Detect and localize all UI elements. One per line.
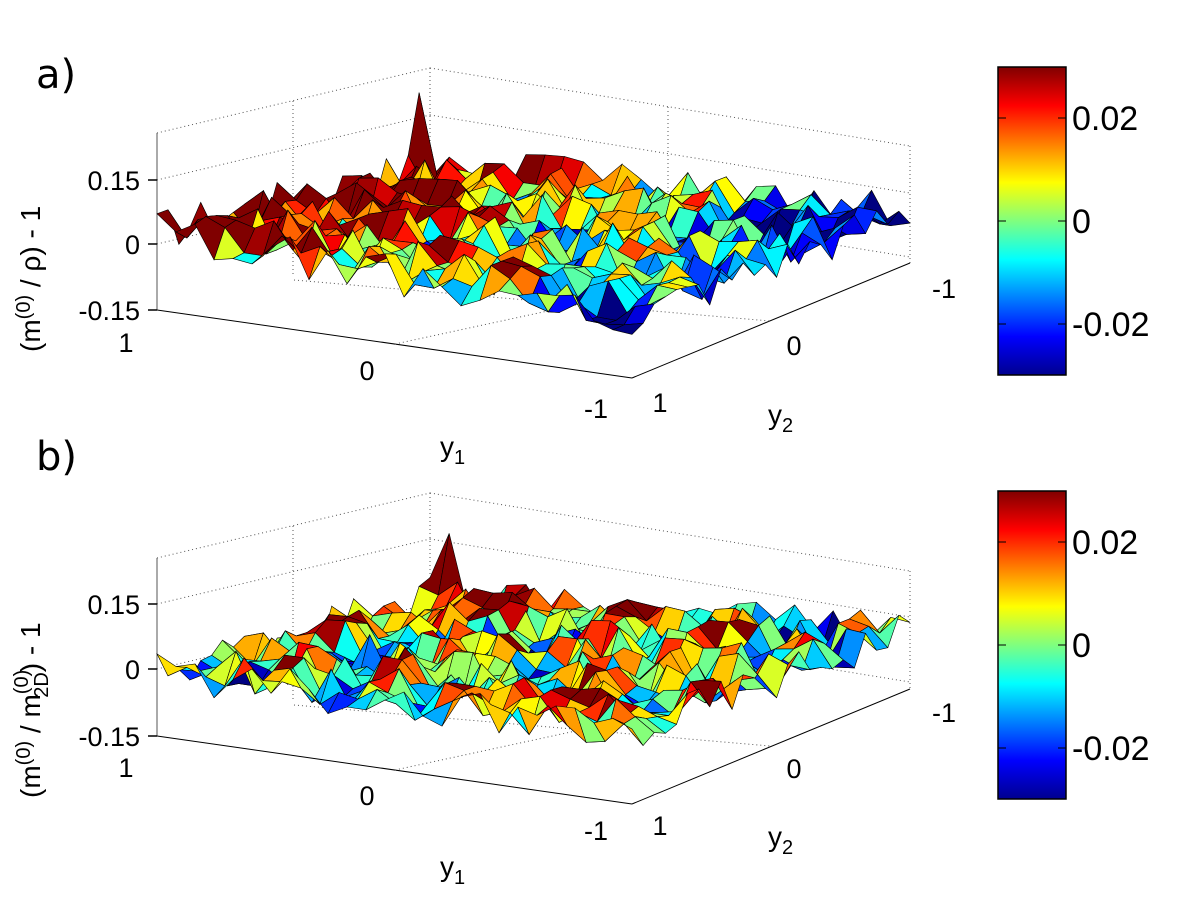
x-tick-label-a: -1 bbox=[584, 394, 608, 424]
colorbar-tick-label-a: 0.02 bbox=[1072, 100, 1138, 138]
y-axis-title-sub-a: 2 bbox=[782, 415, 793, 437]
z-axis-title-rest-a: / ρ) - 1 bbox=[15, 206, 46, 295]
floor-edge-b bbox=[156, 735, 633, 805]
y-axis-title-a: y2 bbox=[768, 399, 793, 437]
surface-mesh-a bbox=[156, 92, 911, 335]
x-axis-title-a: y1 bbox=[440, 431, 465, 469]
colorbar-tick-label-a: 0 bbox=[1072, 203, 1091, 241]
y-axis-title-main-b: y bbox=[768, 821, 782, 852]
z-tick-label-a: -0.15 bbox=[78, 296, 140, 326]
z-axis-title-a: (m(0) / ρ) - 1 bbox=[13, 206, 46, 352]
colorbar-a bbox=[997, 66, 1067, 376]
x-axis-title-main-b: y bbox=[440, 851, 454, 882]
x-tick-label-b: 0 bbox=[359, 781, 374, 811]
z-axis-title-sup-a: (0) bbox=[13, 295, 35, 319]
back-wall-edge-b bbox=[429, 492, 911, 572]
surface-facet-a bbox=[612, 322, 644, 335]
floor-edge-b bbox=[631, 688, 911, 805]
surface-facet-b bbox=[612, 718, 644, 746]
z-tick-label-a: 0.15 bbox=[87, 166, 140, 196]
z-tick-label-a: 0 bbox=[125, 230, 140, 260]
surface-mesh-b bbox=[156, 533, 911, 747]
z-axis-title-b: (m(0) / m(0)2D) - 1 bbox=[11, 622, 53, 798]
grid-line-b bbox=[156, 538, 431, 605]
colorbar-tick-label-b: 0 bbox=[1072, 627, 1091, 665]
z-axis-title-mid-b: / m bbox=[15, 694, 46, 741]
z-axis-title-main-b: (m bbox=[15, 765, 46, 798]
x-tick-label-a: 0 bbox=[359, 356, 374, 386]
floor-edge-a bbox=[631, 262, 911, 379]
x-axis-title-sub-a: 1 bbox=[454, 447, 465, 469]
panel-label-b: b) bbox=[36, 434, 77, 480]
y-axis-title-sub-b: 2 bbox=[782, 837, 793, 859]
x-axis-title-sub-b: 1 bbox=[454, 867, 465, 889]
back-wall-edge-a bbox=[429, 67, 911, 147]
back-wall-edge-a bbox=[156, 67, 431, 134]
y-tick-label-b: 1 bbox=[652, 811, 667, 841]
z-axis-title-sub2-b: 2D bbox=[31, 672, 53, 698]
x-axis-title-main-a: y bbox=[440, 431, 454, 462]
z-axis-title-sup2-b: (0) bbox=[11, 670, 33, 694]
x-axis-title-b: y1 bbox=[440, 851, 465, 889]
x-tick-label-b: 1 bbox=[118, 753, 133, 783]
colorbar-b bbox=[997, 490, 1067, 800]
y-axis-title-main-a: y bbox=[768, 399, 782, 430]
colorbar-ticks-b bbox=[998, 541, 1066, 749]
z-axis-title-sup-b: (0) bbox=[13, 741, 35, 765]
x-tick-label-b: -1 bbox=[584, 816, 608, 846]
y-tick-label-a: 0 bbox=[786, 331, 801, 361]
panel-label-a: a) bbox=[36, 52, 76, 98]
z-tick-label-b: 0.15 bbox=[87, 590, 140, 620]
panel-a: a) 0.15 0 -0.15 bbox=[13, 52, 1150, 469]
colorbar-tick-label-a: -0.02 bbox=[1072, 306, 1150, 344]
floor-edge-a bbox=[156, 309, 633, 379]
x-tick-label-a: 1 bbox=[118, 328, 133, 358]
z-ticks-a bbox=[148, 179, 157, 311]
z-axis-title-rest-b: ) - 1 bbox=[15, 622, 46, 672]
z-tick-label-b: -0.15 bbox=[78, 722, 140, 752]
grid-line-a bbox=[156, 114, 431, 181]
colorbar-tick-label-b: -0.02 bbox=[1072, 730, 1150, 768]
z-axis-title-main-a: (m bbox=[15, 319, 46, 352]
y-tick-label-b: 0 bbox=[786, 754, 801, 784]
y-tick-label-a: -1 bbox=[932, 274, 956, 304]
back-wall-edge-b bbox=[156, 492, 431, 559]
z-tick-label-b: 0 bbox=[125, 655, 140, 685]
z-ticks-b bbox=[148, 603, 157, 737]
y-tick-label-a: 1 bbox=[652, 388, 667, 418]
colorbar-ticks-a bbox=[998, 117, 1066, 325]
panel-b: b) 0.15 0 -0.15 1 0 -1 bbox=[11, 434, 1150, 889]
y-axis-title-b: y2 bbox=[768, 821, 793, 859]
y-tick-label-b: -1 bbox=[932, 698, 956, 728]
colorbar-tick-label-b: 0.02 bbox=[1072, 524, 1138, 562]
